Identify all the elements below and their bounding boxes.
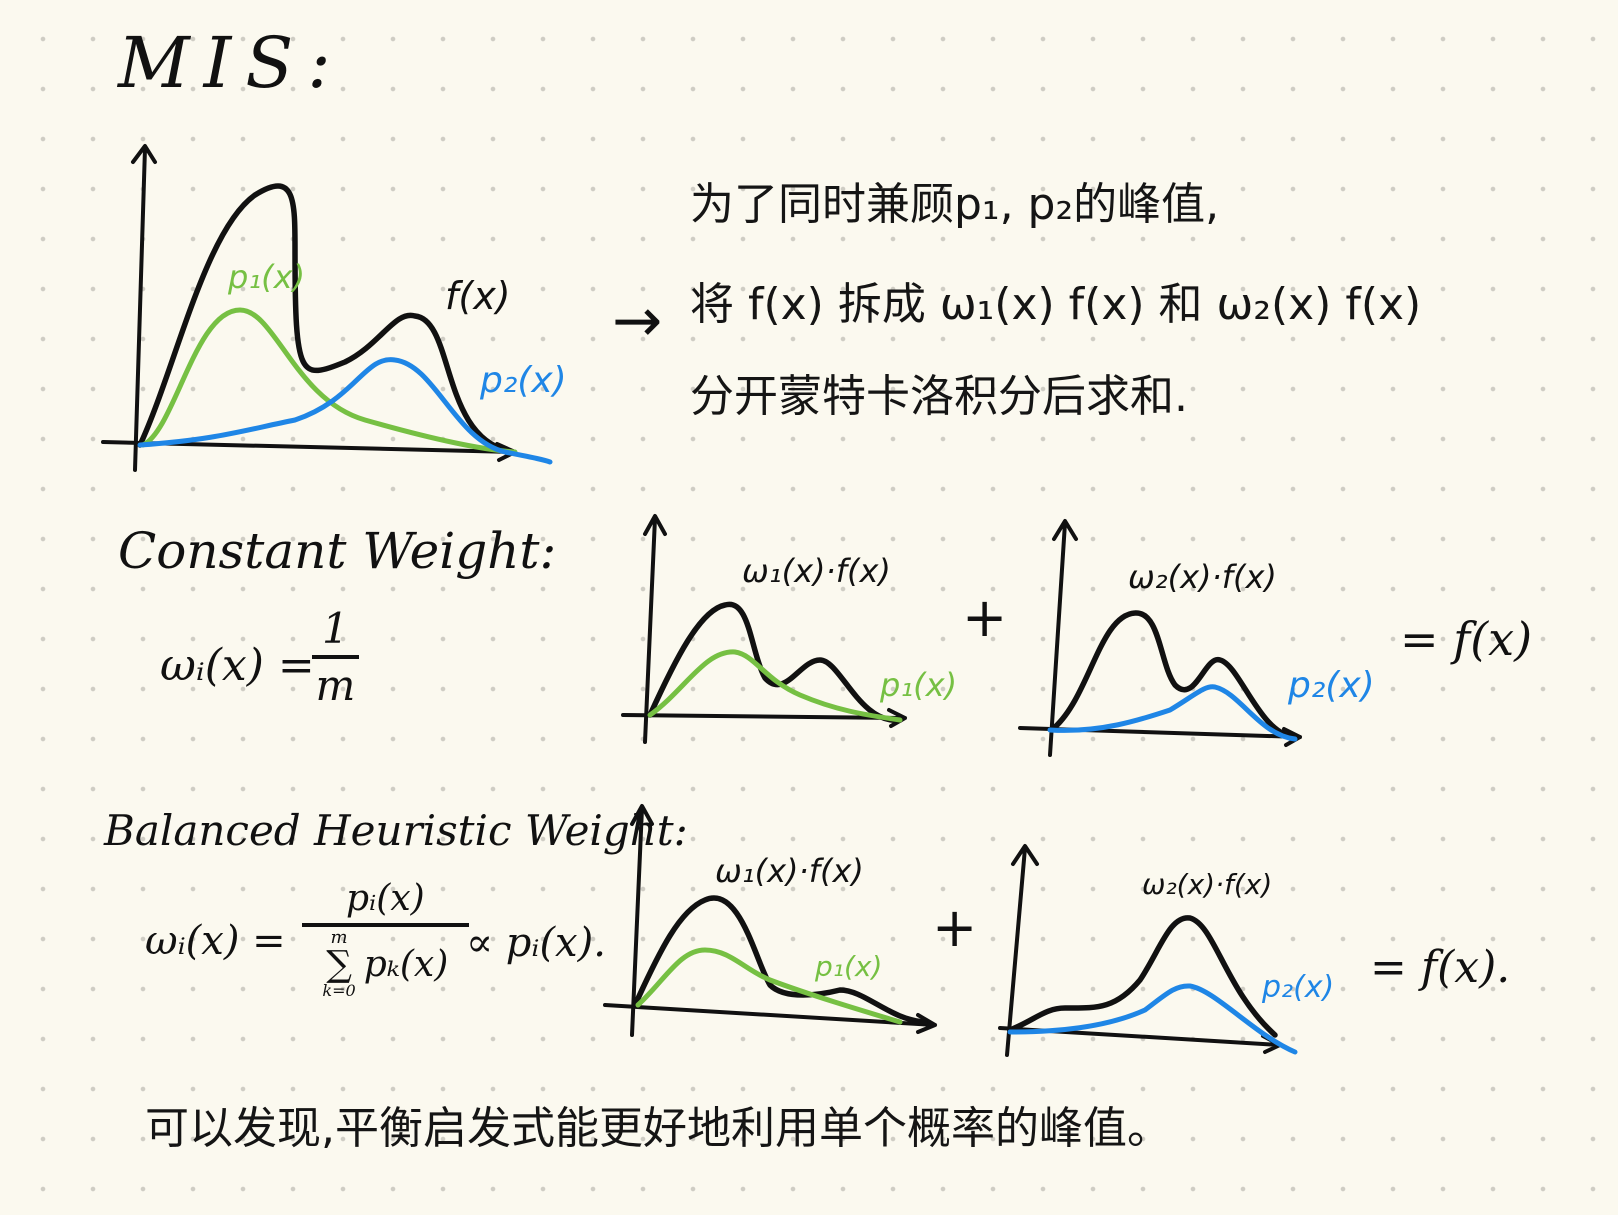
balanced-formula-tail: ∝ pᵢ(x). (466, 920, 606, 966)
sum-term: pₖ(x) (363, 943, 449, 985)
balanced-graph-2 (998, 844, 1298, 1057)
fraction-denominator: m ∑ k=0 pₖ(x) (322, 927, 448, 999)
balanced-graph-1-label: p₁(x) (815, 950, 883, 983)
constant-plus: + (962, 586, 1008, 649)
fraction-denominator: m (315, 661, 356, 710)
conclusion-text: 可以发现,平衡启发式能更好地利用单个概率的峰值。 (145, 1103, 1171, 1154)
constant-graph-1-label: p₁(x) (880, 666, 958, 704)
constant-formula-fraction: 1 m (312, 604, 359, 710)
fraction-numerator: 1 (312, 604, 359, 659)
balanced-graph-2-label: p₂(x) (1262, 970, 1335, 1005)
arrow-icon: → (612, 286, 663, 356)
intro-graph (101, 144, 553, 472)
sum-upper-limit: m (330, 927, 348, 948)
balanced-equals: = f(x). (1370, 942, 1511, 993)
balanced-plus: + (932, 896, 978, 959)
balanced-graph-2-title: ω₂(x)·f(x) (1142, 868, 1273, 901)
sum-icon: ∑ (326, 944, 352, 985)
constant-graph-2-title: ω₂(x)·f(x) (1128, 558, 1277, 596)
balanced-graph-1 (603, 804, 937, 1037)
intro-p2-label: p₂(x) (480, 360, 567, 401)
y-axis (131, 144, 157, 472)
constant-equals: = f(x) (1400, 612, 1533, 666)
page-title: MIS: (118, 22, 345, 104)
constant-heading: Constant Weight: (118, 522, 557, 580)
constant-graph-1-title: ω₁(x)·f(x) (742, 552, 891, 590)
intro-line-2: 将 f(x) 拆成 ω₁(x) f(x) 和 ω₂(x) f(x) (690, 279, 1422, 330)
sum-lower-limit: k=0 (322, 981, 356, 1000)
p1-curve (140, 307, 518, 455)
constant-formula-lhs: ωᵢ(x) = (160, 640, 315, 691)
constant-graph-2 (1018, 519, 1302, 757)
intro-line-3: 分开蒙特卡洛积分后求和. (690, 371, 1188, 422)
intro-p1-label: p₁(x) (228, 258, 306, 296)
fraction-numerator: pᵢ(x) (302, 878, 469, 927)
intro-f-label: f(x) (445, 274, 511, 318)
balanced-graph-1-title: ω₁(x)·f(x) (715, 852, 864, 890)
balanced-formula-lhs: ωᵢ(x) = (145, 918, 286, 964)
f-curve (137, 183, 516, 455)
p2-curve (137, 357, 553, 465)
constant-graph-1 (621, 514, 907, 744)
constant-graph-2-label: p₂(x) (1288, 665, 1375, 706)
balanced-heading: Balanced Heuristic Weight: (104, 806, 688, 855)
balanced-formula-fraction: pᵢ(x) m ∑ k=0 pₖ(x) (302, 878, 469, 999)
intro-line-1: 为了同时兼顾p₁, p₂的峰值, (690, 179, 1220, 230)
